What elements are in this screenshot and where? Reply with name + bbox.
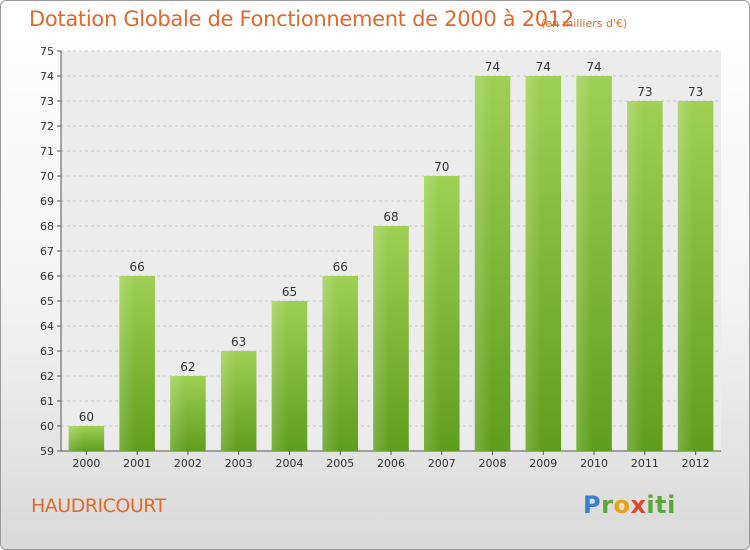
bar-highlight (271, 301, 288, 451)
bar-highlight (373, 226, 390, 451)
x-tick-label: 2012 (682, 457, 710, 470)
y-tick-label: 60 (40, 420, 54, 433)
data-label: 63 (231, 335, 246, 349)
bar-highlight (576, 76, 593, 451)
proxiti-logo[interactable]: Proxiti (583, 491, 676, 519)
data-label: 68 (383, 210, 398, 224)
x-tick-label: 2005 (326, 457, 354, 470)
bar-highlight (322, 276, 339, 451)
y-tick-label: 75 (40, 45, 54, 58)
y-tick-label: 61 (40, 395, 54, 408)
bar-highlight (424, 176, 440, 451)
x-tick-label: 2008 (479, 457, 507, 470)
data-label: 66 (130, 260, 145, 274)
y-tick-label: 62 (40, 370, 54, 383)
bar-highlight (525, 76, 542, 451)
y-tick-label: 73 (40, 95, 54, 108)
y-tick-label: 70 (40, 170, 54, 183)
chart-title: Dotation Globale de Fonctionnement de 20… (29, 7, 574, 31)
y-tick-label: 65 (40, 295, 54, 308)
data-label: 65 (282, 285, 297, 299)
x-tick-label: 2010 (580, 457, 608, 470)
x-tick-label: 2002 (174, 457, 202, 470)
data-label: 74 (536, 60, 551, 74)
bar-highlight (220, 351, 237, 451)
data-label: 73 (637, 85, 652, 99)
x-tick-label: 2001 (123, 457, 151, 470)
bar-highlight (68, 426, 85, 451)
y-tick-label: 64 (40, 320, 54, 333)
x-tick-label: 2006 (377, 457, 405, 470)
y-tick-label: 59 (40, 445, 54, 458)
y-tick-label: 66 (40, 270, 54, 283)
data-label: 66 (333, 260, 348, 274)
data-label: 73 (688, 85, 703, 99)
bar-highlight (474, 76, 491, 451)
data-label: 74 (485, 60, 500, 74)
y-tick-label: 63 (40, 345, 54, 358)
y-tick-label: 68 (40, 220, 54, 233)
chart-unit: (en milliers d'€) (541, 17, 628, 30)
data-label: 62 (180, 360, 195, 374)
x-tick-label: 2007 (428, 457, 456, 470)
x-tick-label: 2003 (225, 457, 253, 470)
x-tick-label: 2009 (529, 457, 557, 470)
y-tick-label: 71 (40, 145, 54, 158)
y-tick-label: 74 (40, 70, 54, 83)
bar-highlight (170, 376, 187, 451)
x-tick-label: 2011 (631, 457, 659, 470)
commune-name: HAUDRICOURT (31, 495, 166, 517)
y-tick-label: 67 (40, 245, 54, 258)
data-label: 60 (79, 410, 94, 424)
data-label: 74 (586, 60, 601, 74)
x-tick-label: 2004 (275, 457, 303, 470)
x-tick-label: 2000 (72, 457, 100, 470)
data-label: 70 (434, 160, 449, 174)
y-tick-label: 69 (40, 195, 54, 208)
bar-highlight (119, 276, 136, 451)
bar-highlight (677, 101, 694, 451)
bar-highlight (627, 101, 644, 451)
y-tick-label: 72 (40, 120, 54, 133)
